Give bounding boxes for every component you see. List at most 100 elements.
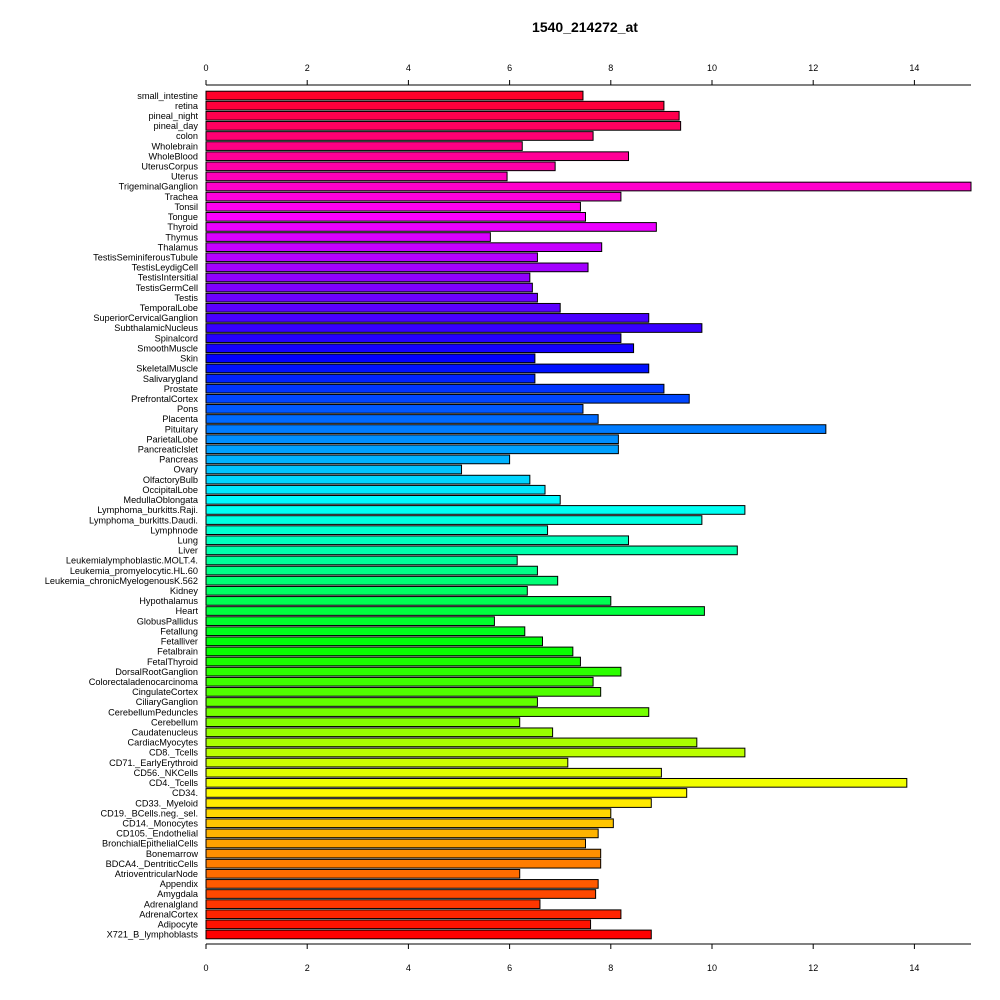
category-label: Ovary bbox=[173, 465, 198, 475]
category-label: Tongue bbox=[168, 212, 198, 222]
category-label: Trachea bbox=[165, 192, 199, 202]
category-label: SmoothMuscle bbox=[137, 343, 198, 353]
bar bbox=[205, 282, 533, 293]
category-label: CD56._NKCells bbox=[134, 768, 199, 778]
category-label: WholeBlood bbox=[148, 151, 198, 161]
category-label: ParietalLobe bbox=[146, 434, 198, 444]
category-label: Pons bbox=[177, 404, 198, 414]
category-label: Cerebellum bbox=[151, 717, 198, 727]
bar bbox=[205, 727, 554, 738]
category-label: Placenta bbox=[162, 414, 199, 424]
category-label: pineal_day bbox=[154, 121, 199, 131]
x-tick-label-bottom: 12 bbox=[808, 963, 818, 973]
category-label: Thalamus bbox=[158, 242, 199, 252]
bar bbox=[205, 242, 603, 252]
category-label: FetalThyroid bbox=[147, 657, 198, 667]
bar bbox=[205, 434, 619, 445]
x-tick-label-top: 10 bbox=[707, 63, 717, 73]
category-label: Fetallung bbox=[160, 626, 198, 636]
category-label: Thymus bbox=[165, 232, 198, 242]
bar bbox=[205, 343, 635, 354]
bar bbox=[205, 151, 630, 162]
category-label: Pancreas bbox=[159, 455, 198, 465]
x-tick-label-bottom: 6 bbox=[507, 963, 512, 973]
category-label: CingulateCortex bbox=[132, 687, 198, 697]
bar bbox=[205, 565, 538, 576]
bar bbox=[205, 161, 556, 172]
bar bbox=[205, 818, 614, 829]
bar bbox=[205, 828, 599, 839]
bar bbox=[205, 636, 543, 647]
category-label: Hypothalamus bbox=[139, 596, 198, 606]
bar bbox=[205, 484, 546, 495]
bar bbox=[205, 444, 619, 455]
bar bbox=[205, 838, 586, 849]
category-label: Leukemialymphoblastic.MOLT.4. bbox=[66, 556, 198, 566]
bar bbox=[205, 272, 531, 283]
bar bbox=[205, 404, 584, 414]
category-label: Lymphnode bbox=[150, 525, 198, 535]
category-label: SuperiorCervicalGanglion bbox=[93, 313, 198, 323]
bar bbox=[205, 798, 652, 808]
category-label: Appendix bbox=[160, 879, 199, 889]
category-label: CD33._Myeloid bbox=[135, 798, 198, 808]
bar bbox=[205, 363, 650, 374]
category-label: Fetalliver bbox=[161, 637, 198, 647]
x-tick-label-top: 2 bbox=[305, 63, 310, 73]
category-label: Lymphoma_burkitts.Raji. bbox=[97, 505, 198, 515]
category-label: MedullaOblongata bbox=[123, 495, 198, 505]
bar bbox=[205, 131, 594, 141]
bar bbox=[205, 201, 581, 212]
bar bbox=[205, 909, 622, 920]
category-label: OlfactoryBulb bbox=[143, 475, 198, 485]
bar bbox=[205, 252, 538, 263]
category-label: Pituitary bbox=[165, 424, 199, 434]
bar bbox=[205, 333, 622, 343]
category-label: Testis bbox=[175, 293, 199, 303]
category-label: Uterus bbox=[171, 172, 198, 182]
bar bbox=[205, 676, 594, 687]
category-label: TrigeminalGanglion bbox=[119, 182, 198, 192]
category-label: DorsalRootGanglion bbox=[115, 667, 198, 677]
bar bbox=[205, 474, 531, 485]
category-label: pineal_night bbox=[148, 111, 198, 121]
category-label: Skin bbox=[180, 354, 198, 364]
category-label: SubthalamicNucleus bbox=[114, 323, 198, 333]
bar bbox=[205, 191, 622, 202]
bar bbox=[205, 606, 705, 616]
bar bbox=[205, 646, 574, 657]
bar bbox=[205, 515, 703, 525]
bar bbox=[205, 232, 491, 242]
x-tick-label-top: 14 bbox=[909, 63, 919, 73]
x-tick-label-bottom: 0 bbox=[203, 963, 208, 973]
category-label: CD71._EarlyErythroid bbox=[109, 758, 198, 768]
category-label: CerebellumPeduncles bbox=[108, 707, 198, 717]
category-label: X721_B_lymphoblasts bbox=[107, 930, 199, 940]
category-label: SkeletalMuscle bbox=[136, 364, 198, 374]
bar bbox=[205, 555, 518, 566]
bar bbox=[205, 525, 549, 535]
bar bbox=[205, 767, 662, 778]
category-label: Tonsil bbox=[175, 202, 199, 212]
bar bbox=[205, 697, 538, 707]
x-tick-label-bottom: 2 bbox=[305, 963, 310, 973]
bar bbox=[205, 858, 602, 869]
bar bbox=[205, 90, 584, 101]
category-label: Prostate bbox=[164, 384, 198, 394]
bar bbox=[205, 323, 703, 333]
category-label: AdrenalCortex bbox=[139, 909, 198, 919]
bar bbox=[205, 393, 690, 404]
category-label: CD105._Endothelial bbox=[116, 829, 198, 839]
category-label: Salivarygland bbox=[143, 374, 198, 384]
category-label: TemporalLobe bbox=[140, 303, 198, 313]
bar bbox=[205, 110, 680, 121]
category-label: CD4._Tcells bbox=[149, 778, 198, 788]
bar bbox=[205, 616, 495, 626]
x-tick-label-bottom: 4 bbox=[406, 963, 411, 973]
category-label: BronchialEpithelialCells bbox=[102, 839, 198, 849]
x-tick-label-top: 8 bbox=[608, 63, 613, 73]
category-label: CardiacMyocytes bbox=[128, 738, 199, 748]
category-label: CiliaryGanglion bbox=[136, 697, 198, 707]
bar bbox=[205, 100, 665, 111]
